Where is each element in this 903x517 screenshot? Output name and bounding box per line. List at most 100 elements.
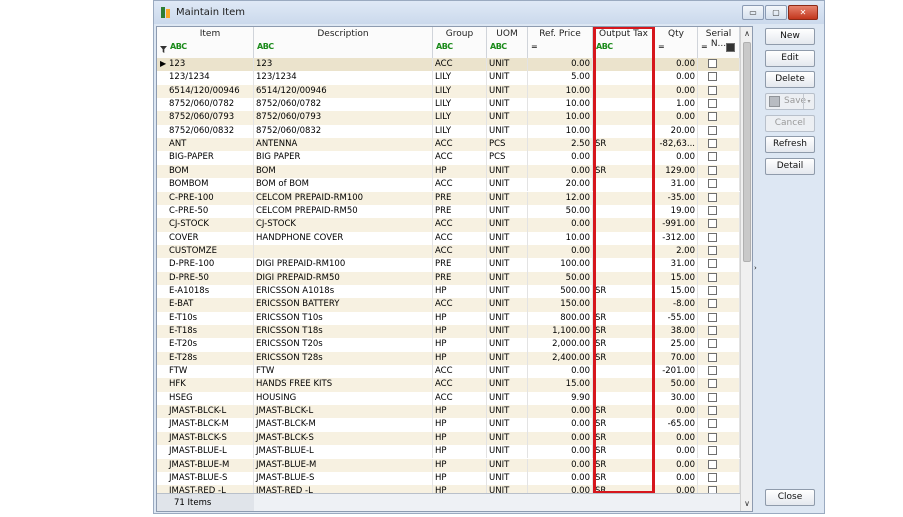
cell-price[interactable]: 2,400.00 xyxy=(528,351,593,366)
serial-checkbox[interactable] xyxy=(708,152,717,162)
cell-item[interactable]: E-BAT xyxy=(167,298,254,312)
cell-group[interactable]: LILY xyxy=(433,71,487,85)
table-row[interactable]: 8752/060/0832 8752/060/0832 LILY UNIT 10.00 2… xyxy=(157,124,740,139)
cell-uom[interactable]: UNIT xyxy=(487,471,528,486)
cell-group[interactable]: PRE xyxy=(433,204,487,219)
cell-price[interactable]: 0.00 xyxy=(528,445,593,459)
cell-tax[interactable]: SR xyxy=(593,138,655,152)
cell-desc[interactable]: ANTENNA xyxy=(254,138,433,152)
cell-tax[interactable] xyxy=(593,218,655,232)
serial-checkbox[interactable] xyxy=(708,392,717,402)
cell-group[interactable]: HP xyxy=(433,311,487,325)
serial-checkbox[interactable] xyxy=(708,232,717,242)
serial-checkbox[interactable] xyxy=(708,446,717,456)
table-row[interactable]: JMAST-BLCK-S JMAST-BLCK-S HP UNIT 0.00 SR 0.00 xyxy=(157,431,740,446)
cell-group[interactable]: ACC xyxy=(433,138,487,152)
serial-checkbox[interactable] xyxy=(708,366,717,376)
cell-item[interactable]: JMAST-BLCK-S xyxy=(167,431,254,446)
cell-uom[interactable]: UNIT xyxy=(487,378,528,392)
cell-uom[interactable]: UNIT xyxy=(487,391,528,406)
column-header-serial[interactable]: Serial N... = xyxy=(698,27,740,58)
cell-tax[interactable]: SR xyxy=(593,338,655,352)
cell-item[interactable]: CUSTOMZE xyxy=(167,244,254,259)
cell-price[interactable]: 2,000.00 xyxy=(528,338,593,352)
cell-desc[interactable]: ERICSSON T20s xyxy=(254,338,433,352)
cell-qty[interactable]: -991.00 xyxy=(655,218,698,232)
table-row[interactable]: COVER HANDPHONE COVER ACC UNIT 10.00 -312.00 xyxy=(157,231,740,245)
serial-checkbox[interactable] xyxy=(708,285,717,295)
panel-splitter[interactable]: › xyxy=(754,26,759,512)
table-row[interactable]: HSEG HOUSING ACC UNIT 9.90 30.00 xyxy=(157,391,740,406)
cell-tax[interactable] xyxy=(593,98,655,112)
cell-group[interactable]: ACC xyxy=(433,298,487,312)
cell-group[interactable]: ACC xyxy=(433,365,487,379)
cell-qty[interactable]: 0.00 xyxy=(655,471,698,486)
serial-checkbox[interactable] xyxy=(708,125,717,135)
cell-tax[interactable] xyxy=(593,178,655,192)
table-row[interactable]: CJ-STOCK CJ-STOCK ACC UNIT 0.00 -991.00 xyxy=(157,218,740,232)
cell-item[interactable]: C-PRE-100 xyxy=(167,191,254,205)
cell-price[interactable]: 0.00 xyxy=(528,471,593,486)
cell-desc[interactable]: ERICSSON T28s xyxy=(254,351,433,366)
table-row[interactable]: C-PRE-100 CELCOM PREPAID-RM100 PRE UNIT 12.0… xyxy=(157,191,740,205)
vertical-scrollbar[interactable]: ∧ ∨ xyxy=(740,27,752,511)
cell-uom[interactable]: UNIT xyxy=(487,325,528,339)
serial-checkbox[interactable] xyxy=(708,472,717,482)
cell-group[interactable]: HP xyxy=(433,284,487,299)
scroll-thumb[interactable] xyxy=(743,42,751,262)
cell-item[interactable]: JMAST-BLUE-L xyxy=(167,445,254,459)
save-dropdown-icon[interactable]: ▾ xyxy=(803,94,814,109)
table-row[interactable]: 123/1234 123/1234 LILY UNIT 5.00 0.00 xyxy=(157,71,740,85)
cell-tax[interactable]: SR xyxy=(593,284,655,299)
cell-group[interactable]: LILY xyxy=(433,124,487,139)
table-row[interactable]: E-A1018s ERICSSON A1018s HP UNIT 500.00 SR 15.… xyxy=(157,284,740,299)
table-row[interactable]: C-PRE-50 CELCOM PREPAID-RM50 PRE UNIT 50.00 1… xyxy=(157,204,740,219)
cell-group[interactable]: LILY xyxy=(433,111,487,125)
cell-qty[interactable]: 0.00 xyxy=(655,111,698,125)
serial-checkbox[interactable] xyxy=(708,245,717,255)
cell-item[interactable]: E-A1018s xyxy=(167,284,254,299)
cell-qty[interactable]: 2.00 xyxy=(655,244,698,259)
serial-checkbox[interactable] xyxy=(708,326,717,335)
close-window-button[interactable]: ✕ xyxy=(788,5,818,20)
filter-text-icon[interactable]: ABC xyxy=(490,42,507,51)
table-row[interactable]: 8752/060/0782 8752/060/0782 LILY UNIT 10.00 1… xyxy=(157,98,740,112)
cell-uom[interactable]: UNIT xyxy=(487,338,528,352)
serial-checkbox[interactable] xyxy=(708,312,717,322)
cell-desc[interactable]: ERICSSON T18s xyxy=(254,325,433,339)
cell-qty[interactable]: 70.00 xyxy=(655,351,698,366)
table-row[interactable]: D-PRE-50 DIGI PREPAID-RM50 PRE UNIT 50.00 15.… xyxy=(157,271,740,285)
column-header-tax[interactable]: Output Tax ABC xyxy=(593,27,655,58)
cell-tax[interactable]: SR xyxy=(593,405,655,419)
delete-button[interactable]: Delete xyxy=(765,71,815,88)
table-row[interactable]: JMAST-BLCK-M JMAST-BLCK-M HP UNIT 0.00 SR -65.… xyxy=(157,418,740,432)
table-row[interactable]: FTW FTW ACC UNIT 0.00 -201.00 xyxy=(157,365,740,379)
filter-text-icon[interactable]: ABC xyxy=(257,42,274,51)
cell-desc[interactable]: JMAST-BLUE-M xyxy=(254,458,433,472)
cell-tax[interactable] xyxy=(593,111,655,125)
cell-uom[interactable]: UNIT xyxy=(487,431,528,446)
cell-price[interactable]: 100.00 xyxy=(528,258,593,272)
cell-desc[interactable]: JMAST-BLUE-L xyxy=(254,445,433,459)
cell-desc[interactable]: HANDS FREE KITS xyxy=(254,378,433,392)
filter-funnel-icon[interactable] xyxy=(160,46,167,53)
cell-price[interactable]: 0.00 xyxy=(528,164,593,179)
table-row[interactable]: HFK HANDS FREE KITS ACC UNIT 15.00 50.00 xyxy=(157,378,740,392)
serial-checkbox[interactable] xyxy=(708,419,717,429)
serial-checkbox[interactable] xyxy=(708,219,717,229)
cell-tax[interactable] xyxy=(593,244,655,259)
cell-tax[interactable] xyxy=(593,58,655,72)
cell-item[interactable]: JMAST-BLUE-M xyxy=(167,458,254,472)
cell-tax[interactable] xyxy=(593,378,655,392)
filter-text-icon[interactable]: ABC xyxy=(170,42,187,51)
cell-item[interactable]: JMAST-BLCK-L xyxy=(167,405,254,419)
table-row[interactable]: CUSTOMZE ACC UNIT 0.00 2.00 xyxy=(157,244,740,259)
table-row[interactable]: ANT ANTENNA ACC PCS 2.50 SR -82,63... xyxy=(157,138,740,152)
cell-tax[interactable]: SR xyxy=(593,418,655,432)
cell-group[interactable]: ACC xyxy=(433,231,487,245)
cell-group[interactable]: HP xyxy=(433,405,487,419)
cell-qty[interactable]: -8.00 xyxy=(655,298,698,312)
cell-item[interactable]: HFK xyxy=(167,378,254,392)
cell-desc[interactable]: CJ-STOCK xyxy=(254,218,433,232)
cell-uom[interactable]: UNIT xyxy=(487,71,528,85)
